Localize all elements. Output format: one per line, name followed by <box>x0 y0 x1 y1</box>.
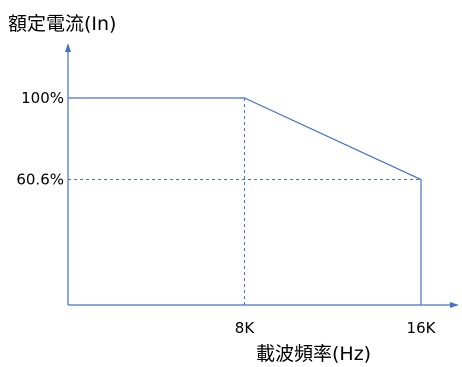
x-axis-title: 載波頻率(Hz) <box>256 343 371 365</box>
y-tick-label-60-6: 60.6% <box>16 171 64 189</box>
x-axis-arrowhead <box>450 302 459 308</box>
y-tick-label-100: 100% <box>21 89 64 107</box>
series-line <box>68 97 422 305</box>
x-tick-label-16k: 16K <box>407 319 437 337</box>
y-axis-arrowhead <box>65 43 71 52</box>
reference-lines <box>68 98 421 305</box>
y-axis-title: 額定電流(In) <box>8 13 116 35</box>
x-tick-label-8k: 8K <box>235 319 256 337</box>
